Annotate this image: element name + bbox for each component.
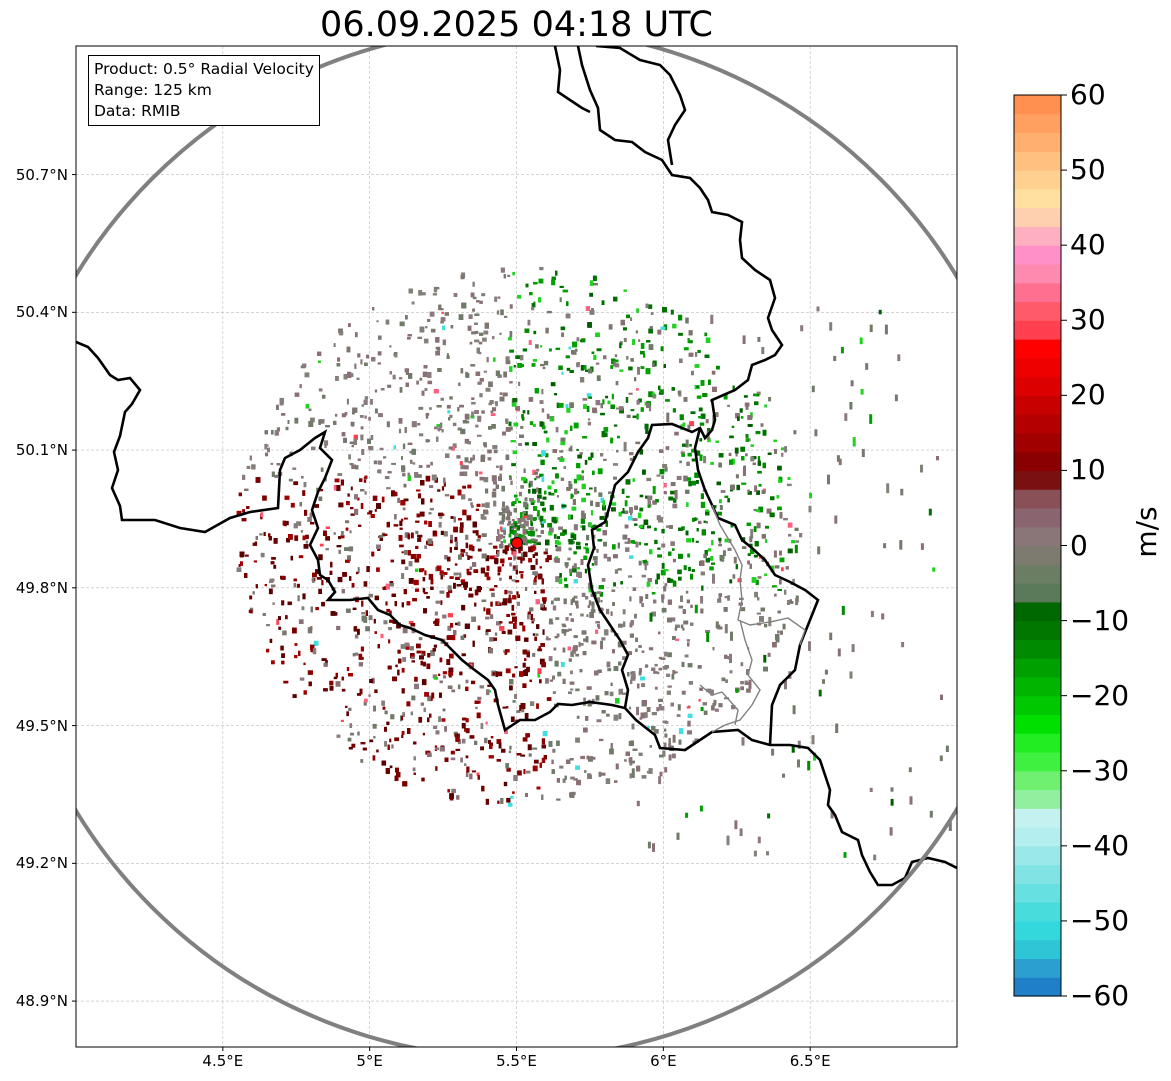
radar-echoes bbox=[236, 266, 952, 861]
border-luxembourg-germany bbox=[693, 427, 820, 746]
colorbar-tick-label: 30 bbox=[1070, 303, 1106, 337]
chart-title: 06.09.2025 04:18 UTC bbox=[320, 5, 713, 45]
info-box: Product: 0.5° Radial Velocity Range: 125… bbox=[88, 55, 320, 126]
colorbar-tick-label: 10 bbox=[1070, 453, 1106, 487]
colorbar-tick-label: −20 bbox=[1070, 678, 1130, 712]
y-tick-label: 49.8°N bbox=[15, 578, 68, 597]
colorbar-tick-label: 60 bbox=[1070, 78, 1106, 111]
y-tick-label: 49.2°N bbox=[15, 854, 68, 873]
country-borders bbox=[76, 46, 957, 887]
colorbar-tick-label: −30 bbox=[1070, 753, 1130, 787]
x-tick-label: 5.5°E bbox=[496, 1052, 537, 1070]
y-tick-label: 50.1°N bbox=[15, 441, 68, 460]
x-tick-label: 4.5°E bbox=[202, 1052, 244, 1070]
y-tick-label: 50.4°N bbox=[15, 303, 68, 322]
colorbar-tick-label: 20 bbox=[1070, 378, 1106, 412]
y-tick-label: 50.7°N bbox=[15, 165, 68, 184]
colorbar-tick-label: 40 bbox=[1070, 228, 1106, 262]
x-tick-label: 5°E bbox=[356, 1052, 383, 1070]
colorbar-tick-label: −50 bbox=[1070, 903, 1130, 937]
colorbar-tick-label: −40 bbox=[1070, 828, 1130, 862]
info-data-source: Data: RMIB bbox=[94, 102, 181, 120]
x-tick-label: 6.5°E bbox=[789, 1052, 831, 1070]
colorbar-tick-label: 0 bbox=[1070, 528, 1088, 562]
colorbar-unit: m/s bbox=[1130, 506, 1163, 558]
y-tick-label: 49.5°N bbox=[15, 716, 68, 735]
info-product: Product: 0.5° Radial Velocity bbox=[94, 60, 314, 78]
radar-site-marker bbox=[511, 537, 523, 549]
colorbar-tick-label: 50 bbox=[1070, 153, 1106, 187]
axis-ticks bbox=[72, 174, 811, 1051]
border-belgium-luxembourg-germany bbox=[576, 46, 784, 709]
border-saarland bbox=[699, 504, 806, 733]
border-belgium-france bbox=[76, 340, 957, 887]
border-france-north bbox=[553, 46, 687, 166]
info-range: Range: 125 km bbox=[94, 81, 212, 99]
colorbar-tick-label: −10 bbox=[1070, 603, 1130, 637]
y-tick-label: 48.9°N bbox=[15, 992, 68, 1011]
colorbar-tick-label: −60 bbox=[1070, 979, 1130, 1012]
x-tick-label: 6°E bbox=[650, 1052, 677, 1070]
